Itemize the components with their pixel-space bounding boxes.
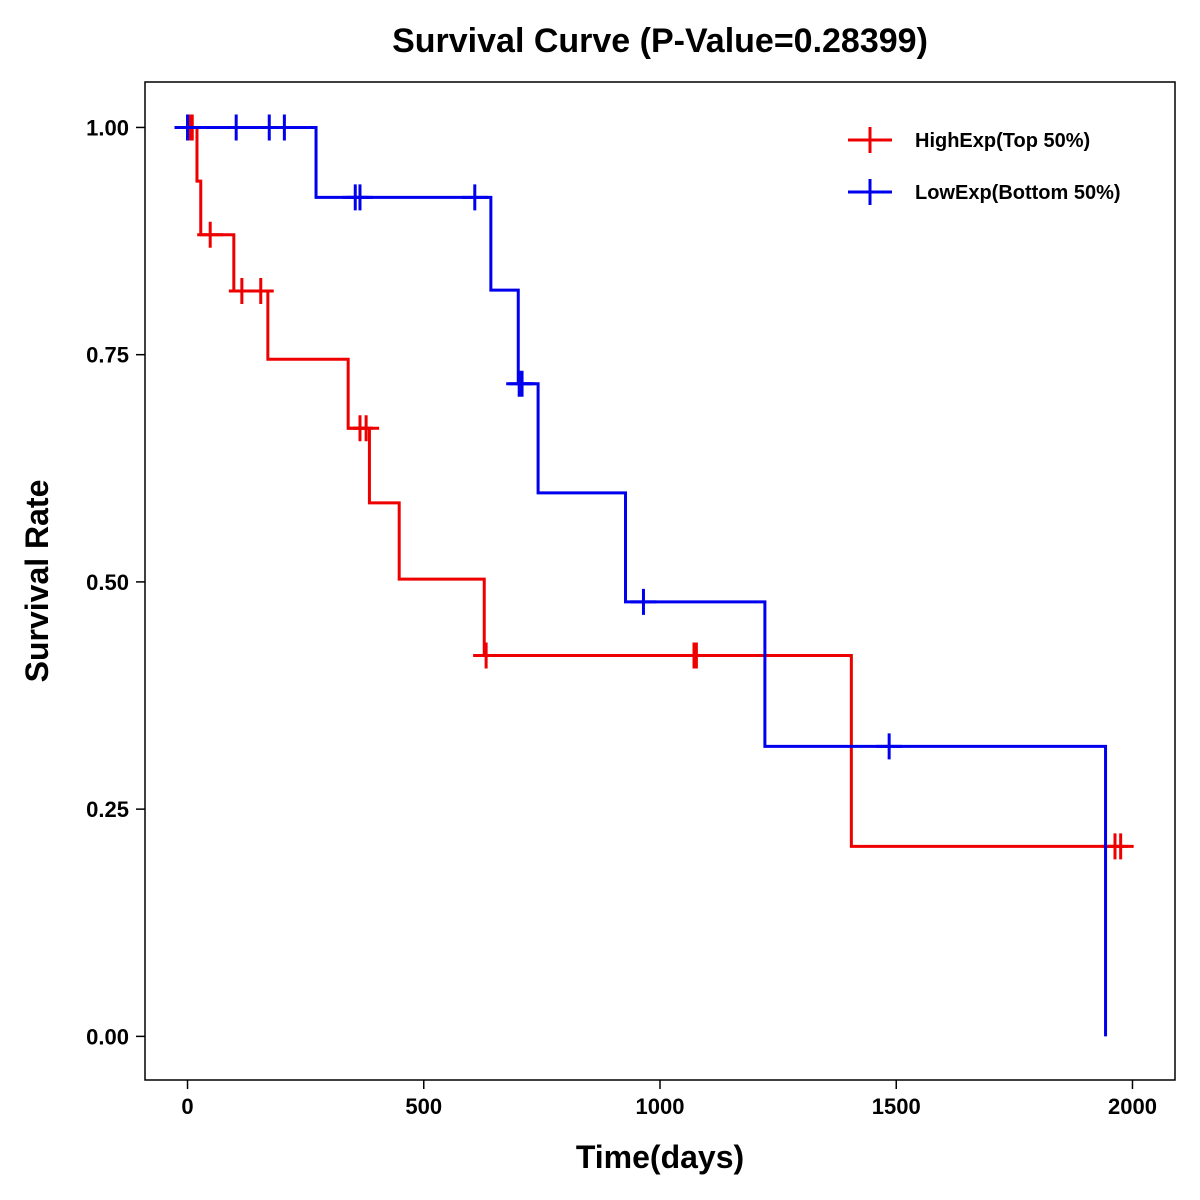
censor-mark-high <box>353 415 380 442</box>
legend: HighExp(Top 50%) LowExp(Bottom 50%) <box>848 127 1121 205</box>
survival-line-low <box>182 125 1108 1037</box>
censor-mark-high <box>197 221 224 248</box>
plot-frame <box>144 81 1176 1081</box>
legend-label-high: HighExp(Top 50%) <box>915 130 1090 152</box>
censor-mark-low <box>630 588 657 615</box>
legend-key-high <box>848 127 892 153</box>
censor-mark-low <box>509 370 536 397</box>
censor-mark-high <box>683 642 710 669</box>
legend-key-low <box>848 179 892 205</box>
y-tick-label: 0.00 <box>86 1024 129 1049</box>
censor-mark-high <box>1107 833 1134 860</box>
x-tick-label: 500 <box>405 1094 442 1119</box>
survival-line-high <box>187 125 1124 848</box>
x-tick-label: 1000 <box>636 1094 685 1119</box>
x-tick-label: 2000 <box>1108 1094 1157 1119</box>
y-tick-label: 0.25 <box>86 797 129 822</box>
censor-mark-high <box>247 278 274 305</box>
axes: 0 500 1000 1500 2000 0.00 0.25 0.50 0.75 1.00 <box>86 115 1157 1119</box>
x-axis-title: Time(days) <box>576 1139 744 1175</box>
censor-mark-low <box>461 184 488 211</box>
censor-mark-low <box>346 184 373 211</box>
censor-mark-low <box>271 114 298 141</box>
x-tick-label: 0 <box>181 1094 193 1119</box>
y-tick-label: 0.75 <box>86 343 129 368</box>
y-tick-label: 1.00 <box>86 115 129 140</box>
censor-mark-low <box>223 114 250 141</box>
x-tick-label: 1500 <box>872 1094 921 1119</box>
chart-title: Survival Curve (P-Value=0.28399) <box>392 22 928 60</box>
censor-mark-low <box>876 733 903 760</box>
y-tick-label: 0.50 <box>86 570 129 595</box>
y-axis-title: Survival Rate <box>19 480 55 683</box>
series-layer <box>174 114 1134 1037</box>
censor-mark-high <box>473 642 500 669</box>
series-low <box>174 114 1108 1037</box>
legend-label-low: LowExp(Bottom 50%) <box>915 182 1121 204</box>
censor-mark-low <box>174 114 201 141</box>
